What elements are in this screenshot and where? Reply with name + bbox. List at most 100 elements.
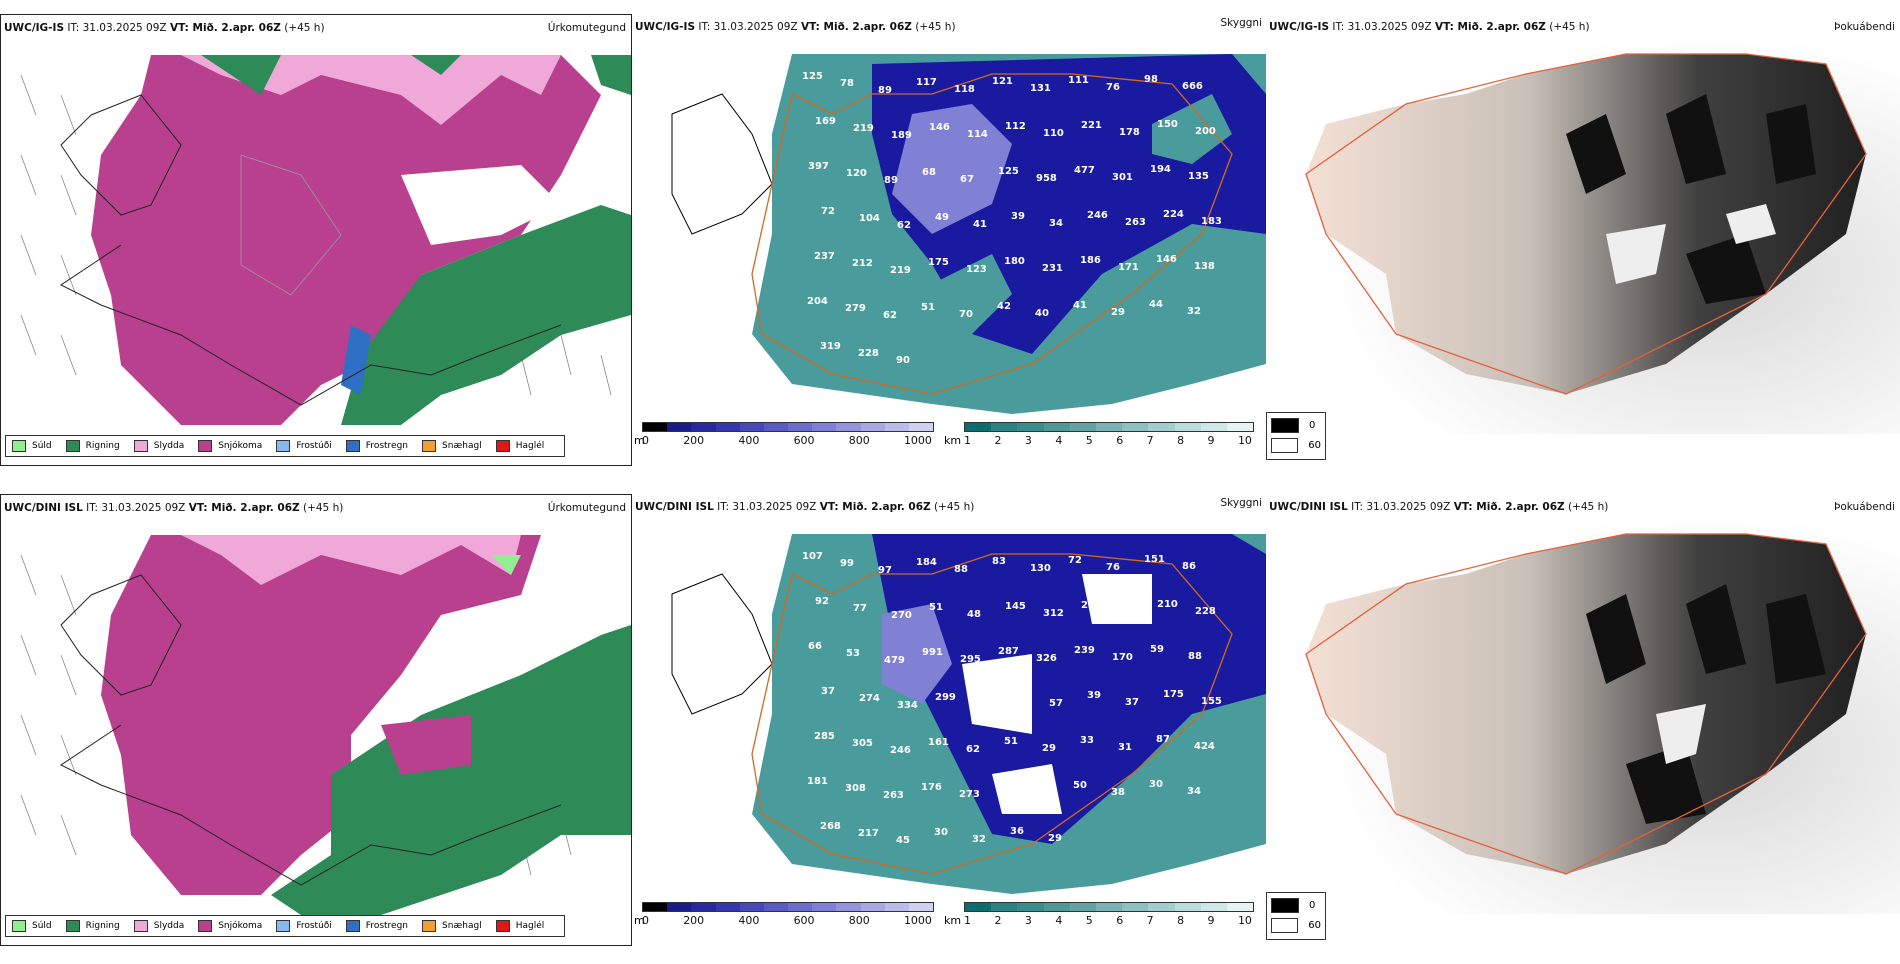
visibility-value: 246 bbox=[1087, 210, 1108, 221]
visibility-value: 219 bbox=[853, 123, 874, 134]
colorbar-segment bbox=[643, 903, 668, 911]
visibility-value: 138 bbox=[1194, 261, 1215, 272]
fog-legend-label: 60 bbox=[1308, 920, 1321, 931]
panel-type-label: Úrkomutegund bbox=[547, 502, 626, 514]
visibility-value: 34 bbox=[1187, 786, 1201, 797]
visibility-value: 299 bbox=[935, 692, 956, 703]
colorbar-segment bbox=[1095, 423, 1123, 431]
colorbar-tick: 600 bbox=[793, 434, 815, 447]
colorbar-tick: 800 bbox=[848, 914, 870, 927]
colorbar-tick: 1000 bbox=[903, 434, 932, 447]
panel-type-label: Þokuábendi bbox=[1834, 501, 1895, 513]
visibility-value: 39 bbox=[1011, 211, 1025, 222]
colorbar-tick: 9 bbox=[1207, 914, 1215, 927]
visibility-value: 29 bbox=[1048, 833, 1062, 844]
visibility-colorbar: km 1 2 3 4 5 6 7 8 9 10 bbox=[942, 902, 1262, 928]
visibility-value: 62 bbox=[883, 310, 897, 321]
legend-swatch bbox=[65, 920, 80, 932]
visibility-value: 268 bbox=[820, 821, 841, 832]
colorbar-segment bbox=[691, 903, 716, 911]
panel-title: UWC/DINI ISL IT: 31.03.2025 09Z VT: Mið.… bbox=[635, 501, 975, 513]
visibility-value: 237 bbox=[814, 251, 835, 262]
visibility-value: 186 bbox=[1080, 255, 1101, 266]
colorbar-tick: 400 bbox=[738, 914, 760, 927]
visibility-unit: km bbox=[944, 914, 962, 927]
visibility-value: 53 bbox=[846, 648, 860, 659]
visibility-value: 176 bbox=[921, 782, 942, 793]
visibility-value: 184 bbox=[916, 557, 937, 568]
colorbar-tick: 6 bbox=[1116, 914, 1124, 927]
visibility-value: 92 bbox=[815, 596, 829, 607]
precip-map[interactable] bbox=[1, 515, 631, 915]
visibility-value: 50 bbox=[1073, 780, 1087, 791]
forecast-row-2: UWC/DINI ISL IT: 31.03.2025 09Z VT: Mið.… bbox=[0, 494, 1900, 964]
visibility-value: 273 bbox=[959, 789, 980, 800]
visibility-value: 62 bbox=[897, 220, 911, 231]
visibility-value: 62 bbox=[966, 744, 980, 755]
colorbar-segment bbox=[884, 903, 909, 911]
legend-swatch bbox=[133, 440, 148, 452]
visibility-value: 66 bbox=[808, 641, 822, 652]
visibility-value: 221 bbox=[1081, 120, 1102, 131]
visibility-value: 991 bbox=[922, 647, 943, 658]
visibility-value: 230 bbox=[1119, 607, 1140, 618]
visibility-value: 68 bbox=[922, 167, 936, 178]
visibility-map[interactable]: 107 99 97 184 88 83 130 72 76 151 86 92 77 270 51 48 145… bbox=[632, 514, 1266, 894]
visibility-value: 111 bbox=[1068, 75, 1089, 86]
colorbar-segment bbox=[1069, 903, 1096, 911]
colorbar-tick: 1 bbox=[964, 434, 971, 447]
legend-swatch bbox=[12, 440, 26, 452]
visibility-value: 150 bbox=[1157, 119, 1178, 130]
visibility-value: 38 bbox=[1111, 787, 1125, 798]
legend-item: Súld bbox=[12, 920, 52, 932]
colorbar-segment bbox=[1226, 903, 1254, 911]
fog-map[interactable] bbox=[1266, 34, 1900, 434]
colorbar-segment bbox=[1200, 903, 1227, 911]
visibility-value: 31 bbox=[1118, 742, 1132, 753]
legend-swatch bbox=[422, 920, 437, 932]
visibility-value: 120 bbox=[846, 168, 867, 179]
visibility-value: 67 bbox=[960, 174, 974, 185]
legend-item: Snæhagl bbox=[422, 440, 482, 452]
colorbar-segment bbox=[1122, 423, 1149, 431]
precip-map[interactable] bbox=[1, 35, 631, 435]
precip-legend: Súld Rigning Slydda Snjókoma Frostúði Frostre… bbox=[5, 915, 566, 937]
visibility-value: 319 bbox=[820, 341, 841, 352]
elevation-unit: m bbox=[634, 434, 645, 447]
fog-legend-item: 60 bbox=[1271, 438, 1321, 453]
panel-type-label: Skyggni bbox=[1220, 497, 1263, 509]
visibility-value: 51 bbox=[1004, 736, 1018, 747]
legend-label: Haglél bbox=[515, 441, 545, 451]
visibility-value: 51 bbox=[929, 602, 943, 613]
visibility-value: 212 bbox=[852, 258, 873, 269]
legend-swatch bbox=[276, 440, 291, 452]
visibility-value: 308 bbox=[845, 783, 866, 794]
colorbar-tick: 9 bbox=[1207, 434, 1215, 447]
visibility-map[interactable]: 125 78 89 117 118 121 131 111 76 98 666 169 219 189 14… bbox=[632, 34, 1266, 414]
legend-label: Slydda bbox=[153, 921, 185, 931]
legend-label: Frostregn bbox=[365, 921, 409, 931]
colorbar-segment bbox=[739, 903, 764, 911]
colorbar-segment bbox=[812, 903, 837, 911]
colorbar-tick: 1 bbox=[964, 914, 971, 927]
visibility-value: 305 bbox=[852, 738, 873, 749]
legend-swatch bbox=[198, 920, 213, 932]
precip-legend: Súld Rigning Slydda Snjókoma Frostúði Frostre… bbox=[5, 435, 566, 457]
colorbar-tick: 600 bbox=[793, 914, 815, 927]
visibility-value: 224 bbox=[1163, 209, 1184, 220]
visibility-value: 44 bbox=[1149, 299, 1163, 310]
colorbar-segment bbox=[1226, 423, 1254, 431]
legend-label: Snjókoma bbox=[218, 441, 263, 451]
legend-swatch bbox=[133, 920, 148, 932]
legend-label: Snjókoma bbox=[218, 921, 263, 931]
visibility-value: 88 bbox=[1188, 651, 1202, 662]
fog-map[interactable] bbox=[1266, 514, 1900, 914]
visibility-value: 194 bbox=[1150, 164, 1171, 175]
visibility-value: 178 bbox=[1119, 127, 1140, 138]
visibility-value: 82 bbox=[1011, 691, 1025, 702]
colorbar-tick: 6 bbox=[1116, 434, 1124, 447]
legend-item: Slydda bbox=[133, 440, 184, 452]
visibility-labels: 107 99 97 184 88 83 130 72 76 151 86 92 77 270 51 48 145… bbox=[802, 551, 1222, 846]
visibility-value: 151 bbox=[1144, 554, 1165, 565]
visibility-value: 181 bbox=[807, 776, 828, 787]
